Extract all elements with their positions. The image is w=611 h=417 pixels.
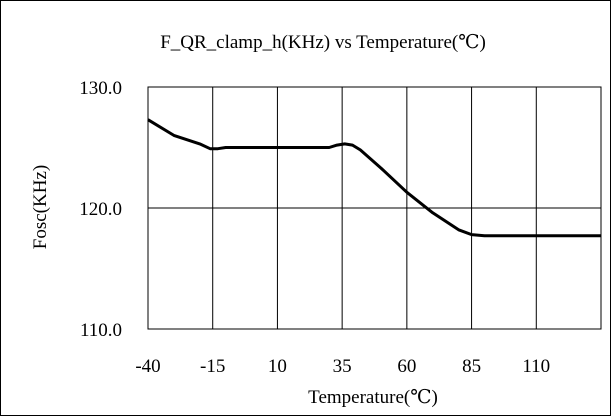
x-tick-label: 35 xyxy=(333,356,352,377)
y-tick-label: 120.0 xyxy=(79,199,122,220)
x-tick-label: 85 xyxy=(462,356,481,377)
x-tick-label: -15 xyxy=(200,356,225,377)
chart-title: F_QR_clamp_h(KHz) vs Temperature(℃) xyxy=(160,32,486,53)
x-tick-label: 110 xyxy=(522,356,550,377)
tick-labels: -40 -15 10 35 60 85 110 110.0 120.0 130.0 xyxy=(79,78,550,377)
series-layer xyxy=(147,118,601,238)
x-tick-label: -40 xyxy=(135,356,160,377)
x-axis-label: Temperature(℃) xyxy=(308,387,438,408)
y-axis-label: Fosc(KHz) xyxy=(30,165,51,249)
x-tick-label: 10 xyxy=(268,356,287,377)
y-tick-label: 130.0 xyxy=(79,78,122,99)
grid xyxy=(147,86,601,330)
y-tick-label: 110.0 xyxy=(80,320,122,341)
plot-area xyxy=(147,86,602,330)
series-line xyxy=(147,118,601,238)
x-tick-label: 60 xyxy=(397,356,416,377)
